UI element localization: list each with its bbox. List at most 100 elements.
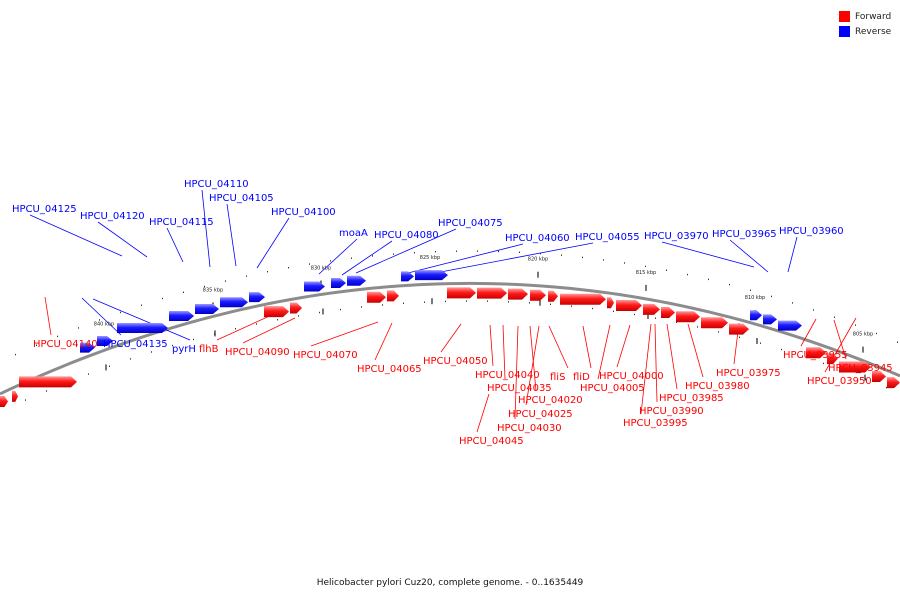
tick-label: 825 kbp bbox=[420, 255, 440, 261]
forward-gene-arrow bbox=[839, 361, 871, 373]
gene-label[interactable]: HPCU_04050 bbox=[423, 356, 488, 367]
leader-line bbox=[166, 227, 184, 263]
reverse-gene-arrow bbox=[169, 311, 194, 321]
gene-label[interactable]: pyrH bbox=[172, 344, 196, 355]
forward-gene-arrow bbox=[729, 323, 749, 335]
forward-gene-arrow bbox=[264, 306, 289, 318]
forward-gene-arrow bbox=[387, 290, 399, 302]
reverse-gene-arrow bbox=[304, 281, 325, 292]
gene-label[interactable]: HPCU_03950 bbox=[807, 376, 872, 387]
gene-label[interactable]: fliD bbox=[573, 372, 590, 383]
leader-line bbox=[525, 325, 540, 406]
gene-label[interactable]: HPCU_04055 bbox=[575, 232, 640, 243]
leader-line bbox=[654, 323, 658, 403]
legend-forward: Forward bbox=[839, 9, 891, 24]
gene-label[interactable]: HPCU_04025 bbox=[508, 409, 573, 420]
leader-line bbox=[729, 239, 769, 273]
gene-label[interactable]: fliS bbox=[550, 372, 565, 383]
forward-gene-arrow bbox=[643, 303, 660, 315]
forward-gene-arrow bbox=[548, 290, 558, 302]
gene-label[interactable]: moaA bbox=[339, 228, 368, 239]
gene-label[interactable]: HPCU_03975 bbox=[716, 368, 781, 379]
gene-label[interactable]: HPCU_04125 bbox=[12, 204, 77, 215]
leader-line bbox=[44, 296, 52, 336]
leader-line bbox=[440, 323, 462, 353]
reverse-gene-arrow bbox=[97, 336, 113, 346]
gene-label[interactable]: HPCU_04070 bbox=[293, 350, 358, 361]
reverse-gene-arrow bbox=[401, 271, 414, 282]
gene-label[interactable]: HPCU_03990 bbox=[639, 406, 704, 417]
gene-label[interactable]: HPCU_03980 bbox=[685, 381, 750, 392]
reverse-gene-arrow bbox=[117, 323, 168, 333]
gene-label[interactable]: HPCU_03945 bbox=[828, 363, 893, 374]
forward-gene-arrow bbox=[701, 317, 728, 329]
strand-legend: Forward Reverse bbox=[839, 9, 891, 39]
gene-label[interactable]: HPCU_03965 bbox=[712, 229, 777, 240]
gene-label[interactable]: HPCU_03955 bbox=[783, 350, 848, 361]
gene-label[interactable]: HPCU_04065 bbox=[357, 364, 422, 375]
legend-reverse: Reverse bbox=[839, 24, 891, 39]
forward-gene-arrow bbox=[806, 347, 826, 359]
reverse-gene-arrow bbox=[763, 314, 777, 325]
forward-gene-arrow bbox=[530, 289, 546, 301]
gene-label[interactable]: HPCU_04115 bbox=[149, 217, 214, 228]
gene-label[interactable]: HPCU_04020 bbox=[518, 395, 583, 406]
forward-gene-arrow bbox=[827, 353, 838, 365]
forward-gene-arrow bbox=[290, 302, 302, 314]
forward-gene-arrow bbox=[508, 288, 528, 300]
gene-label[interactable]: HPCU_04005 bbox=[580, 383, 645, 394]
leader-line bbox=[201, 189, 211, 268]
gene-label[interactable]: HPCU_04045 bbox=[459, 436, 524, 447]
leader-line bbox=[787, 236, 798, 273]
leader-line bbox=[548, 325, 569, 369]
leader-line bbox=[374, 322, 393, 361]
gene-label[interactable]: HPCU_04030 bbox=[497, 423, 562, 434]
reverse-gene-arrow bbox=[331, 278, 346, 288]
leader-line bbox=[640, 323, 652, 415]
gene-label[interactable]: HPCU_04060 bbox=[505, 233, 570, 244]
leader-line bbox=[216, 313, 275, 341]
gene-label[interactable]: HPCU_04040 bbox=[475, 370, 540, 381]
legend-forward-label: Forward bbox=[855, 11, 892, 22]
reverse-gene-arrow bbox=[80, 342, 95, 353]
gene-label[interactable]: HPCU_04075 bbox=[438, 218, 503, 229]
gene-label[interactable]: HPCU_04135 bbox=[103, 339, 168, 350]
leader-line bbox=[310, 321, 379, 347]
reverse-gene-arrow bbox=[195, 304, 219, 314]
tick-label: 830 kbp bbox=[311, 266, 331, 272]
leader-line bbox=[514, 325, 519, 420]
gene-label[interactable]: HPCU_03985 bbox=[659, 393, 724, 404]
gene-label[interactable]: HPCU_04100 bbox=[271, 207, 336, 218]
gene-label[interactable]: HPCU_04035 bbox=[487, 383, 552, 394]
gene-label[interactable]: HPCU_04105 bbox=[209, 193, 274, 204]
gene-label[interactable]: flhB bbox=[199, 344, 219, 355]
gene-label[interactable]: HPCU_04110 bbox=[184, 179, 249, 190]
gene-label[interactable]: HPCU_03995 bbox=[623, 418, 688, 429]
gene-label[interactable]: HPCU_04080 bbox=[374, 230, 439, 241]
tick-dots bbox=[15, 250, 898, 401]
gene-label[interactable]: HPCU_03970 bbox=[644, 231, 709, 242]
tick-label: 820 kbp bbox=[528, 257, 548, 263]
leader-line bbox=[355, 228, 457, 274]
gene-label[interactable]: HPCU_04140 bbox=[33, 339, 98, 350]
gene-label[interactable]: HPCU_03960 bbox=[779, 226, 844, 237]
gene-label[interactable]: HPCU_04120 bbox=[80, 211, 145, 222]
leader-line bbox=[687, 323, 704, 378]
genome-backbone bbox=[0, 281, 900, 396]
forward-gene-arrow bbox=[887, 377, 900, 389]
gene-label[interactable]: HPCU_04090 bbox=[225, 347, 290, 358]
forward-gene-arrow bbox=[607, 297, 614, 309]
gene-features bbox=[0, 270, 900, 407]
gene-label[interactable]: HPCU_04000 bbox=[599, 371, 664, 382]
forward-gene-arrow bbox=[447, 287, 476, 299]
kbp-ticks: 840 kbp 835 kbp 830 kbp 825 kbp 820 kbp 815 k… bbox=[94, 255, 873, 381]
legend-reverse-label: Reverse bbox=[855, 26, 892, 37]
forward-gene-arrow bbox=[367, 291, 386, 303]
gene-leader-lines bbox=[29, 189, 857, 433]
leader-line bbox=[597, 324, 611, 380]
tick-label: 835 kbp bbox=[203, 287, 223, 293]
tick-label: 840 kbp bbox=[94, 321, 114, 327]
